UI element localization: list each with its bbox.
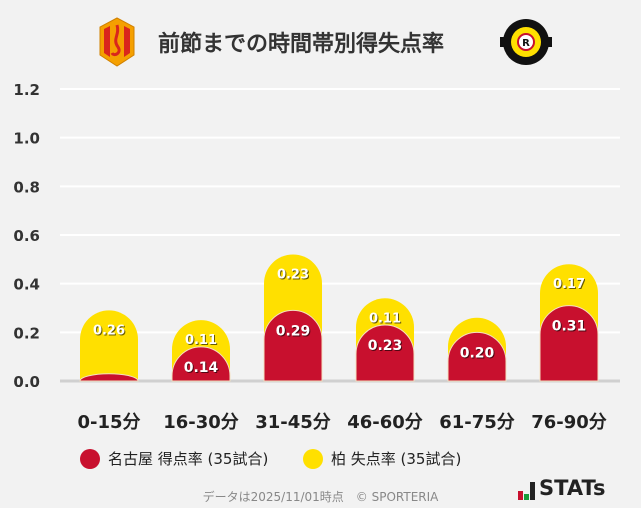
- x-tick-label: 76-90分: [531, 412, 607, 433]
- y-tick-label: 0.6: [13, 227, 40, 245]
- data-label-home: 0.23: [368, 338, 403, 354]
- away-team-logo: R: [500, 17, 552, 71]
- data-label-home: 0.20: [460, 345, 495, 361]
- svg-text:R: R: [522, 38, 530, 49]
- legend-label-home: 名古屋 得点率 (35試合): [108, 450, 269, 468]
- data-label-away: 0.17: [553, 277, 585, 292]
- bar-home-segment: [539, 305, 599, 382]
- data-label-away: 0.26: [93, 323, 125, 338]
- x-tick-label: 0-15分: [77, 412, 140, 433]
- y-tick-label: 1.0: [13, 130, 40, 148]
- legend-label-away: 柏 失点率 (35試合): [331, 450, 462, 468]
- footer-note: データは2025/11/01時点 © SPORTERIA: [202, 490, 439, 504]
- bar-home-segment: [171, 346, 231, 382]
- home-team-logo: [98, 17, 136, 71]
- y-tick-label: 0.8: [13, 178, 40, 196]
- data-label-home: 0.29: [276, 323, 311, 339]
- y-tick-label: 1.2: [13, 81, 40, 99]
- y-tick-label: 0.2: [13, 324, 40, 342]
- stats-bars-icon: [518, 480, 535, 500]
- bar-home-segment: [79, 373, 139, 382]
- data-label-away: 0.11: [369, 311, 401, 326]
- x-tick-label: 31-45分: [255, 412, 331, 433]
- home-legend-swatch: [80, 448, 100, 469]
- chart-title: 前節までの時間帯別得失点率: [158, 32, 445, 57]
- x-tick-label: 16-30分: [163, 412, 239, 433]
- bar-home-segment: [355, 324, 415, 382]
- x-tick-label: 46-60分: [347, 412, 423, 433]
- stats-brand-text: STATs: [539, 476, 606, 500]
- away-legend-swatch: [303, 448, 323, 469]
- bar-home-segment: [447, 331, 507, 382]
- data-label-away: 0.11: [185, 333, 217, 348]
- bar-away-segment: [80, 310, 138, 381]
- data-label-home: 0.31: [552, 319, 587, 335]
- data-label-home: 0.14: [184, 360, 219, 376]
- x-tick-label: 61-75分: [439, 412, 515, 433]
- legend-item-away: 柏 失点率 (35試合): [303, 448, 461, 469]
- bar-chart: 0.0 0.2 0.4 0.6 0.8 1.0 1.2 0.26 0-15分 0.11 0.14 16…: [13, 81, 620, 433]
- bar-home-segment: [263, 310, 323, 382]
- y-tick-label: 0.4: [13, 276, 40, 294]
- stats-logo: STATs: [518, 476, 605, 500]
- legend-item-home: 名古屋 得点率 (35試合): [80, 448, 268, 469]
- data-label-away: 0.23: [277, 267, 309, 282]
- y-tick-label: 0.0: [13, 373, 40, 391]
